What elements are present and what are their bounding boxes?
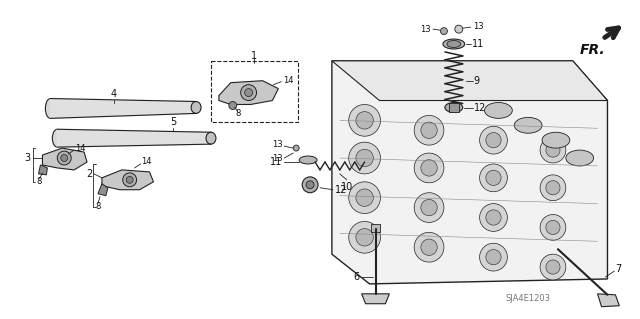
Circle shape (414, 193, 444, 222)
Ellipse shape (52, 129, 62, 147)
Text: 8: 8 (235, 109, 241, 118)
Circle shape (540, 254, 566, 280)
Circle shape (421, 199, 437, 216)
Circle shape (479, 204, 508, 231)
Text: 14: 14 (75, 144, 86, 152)
Ellipse shape (191, 101, 201, 114)
Circle shape (421, 160, 437, 176)
Circle shape (479, 243, 508, 271)
Circle shape (486, 210, 501, 225)
Circle shape (306, 181, 314, 189)
Circle shape (302, 177, 318, 193)
Polygon shape (362, 294, 389, 304)
Circle shape (414, 232, 444, 262)
Ellipse shape (515, 117, 542, 133)
Circle shape (414, 115, 444, 145)
Circle shape (440, 28, 447, 34)
Circle shape (356, 189, 373, 206)
Circle shape (123, 173, 136, 187)
Circle shape (356, 149, 373, 167)
Text: 9: 9 (474, 76, 480, 86)
Circle shape (546, 143, 560, 157)
Circle shape (349, 182, 380, 213)
Polygon shape (42, 148, 87, 170)
Text: 5: 5 (170, 117, 177, 127)
Circle shape (455, 25, 463, 33)
Circle shape (356, 229, 373, 246)
Circle shape (61, 154, 68, 161)
Text: 8: 8 (95, 202, 100, 211)
Circle shape (479, 164, 508, 192)
Ellipse shape (484, 102, 512, 118)
Circle shape (486, 170, 501, 185)
Circle shape (229, 101, 237, 109)
Polygon shape (219, 81, 278, 105)
Text: 3: 3 (24, 153, 31, 163)
Text: 13: 13 (420, 25, 431, 33)
Circle shape (421, 122, 437, 138)
Polygon shape (51, 99, 196, 118)
Ellipse shape (206, 132, 216, 144)
Polygon shape (332, 61, 607, 100)
Circle shape (241, 85, 257, 100)
Circle shape (546, 260, 560, 274)
Text: FR.: FR. (580, 43, 605, 57)
Circle shape (349, 142, 380, 174)
Polygon shape (598, 294, 620, 307)
Circle shape (293, 145, 299, 151)
Ellipse shape (542, 132, 570, 148)
Polygon shape (38, 165, 47, 175)
Circle shape (58, 151, 71, 165)
Text: 11: 11 (472, 39, 484, 49)
Circle shape (349, 221, 380, 253)
Circle shape (244, 89, 253, 97)
Ellipse shape (447, 41, 461, 48)
Text: 12: 12 (474, 103, 486, 114)
Polygon shape (102, 170, 154, 190)
Circle shape (546, 220, 560, 234)
Text: 14: 14 (141, 158, 152, 167)
Circle shape (479, 126, 508, 154)
Circle shape (486, 132, 501, 148)
Text: 2: 2 (86, 169, 92, 179)
Text: 7: 7 (616, 264, 621, 274)
Text: 13: 13 (272, 153, 282, 162)
Circle shape (540, 137, 566, 163)
Text: 14: 14 (284, 76, 294, 85)
Circle shape (546, 181, 560, 195)
Polygon shape (332, 61, 607, 284)
Text: 4: 4 (111, 89, 117, 99)
Bar (449, 102, 459, 112)
Ellipse shape (566, 150, 593, 166)
Text: SJA4E1203: SJA4E1203 (506, 294, 550, 303)
Circle shape (421, 239, 437, 256)
Text: 6: 6 (353, 272, 360, 282)
Text: 11: 11 (270, 157, 282, 167)
Ellipse shape (445, 102, 463, 112)
Circle shape (126, 176, 133, 183)
Polygon shape (98, 184, 108, 196)
Circle shape (414, 153, 444, 183)
Ellipse shape (45, 99, 55, 118)
Text: 10: 10 (340, 182, 353, 192)
Bar (371, 225, 380, 232)
Circle shape (486, 249, 501, 265)
Text: 12: 12 (335, 185, 348, 195)
Ellipse shape (443, 39, 465, 49)
Circle shape (349, 105, 380, 136)
Text: 13: 13 (272, 140, 282, 149)
Polygon shape (58, 129, 211, 147)
Text: 13: 13 (473, 22, 483, 31)
Circle shape (540, 175, 566, 201)
Bar (211, 61, 298, 122)
Circle shape (356, 112, 373, 129)
Text: 8: 8 (36, 177, 42, 186)
Circle shape (540, 214, 566, 240)
Ellipse shape (299, 156, 317, 164)
Text: 1: 1 (250, 51, 257, 61)
